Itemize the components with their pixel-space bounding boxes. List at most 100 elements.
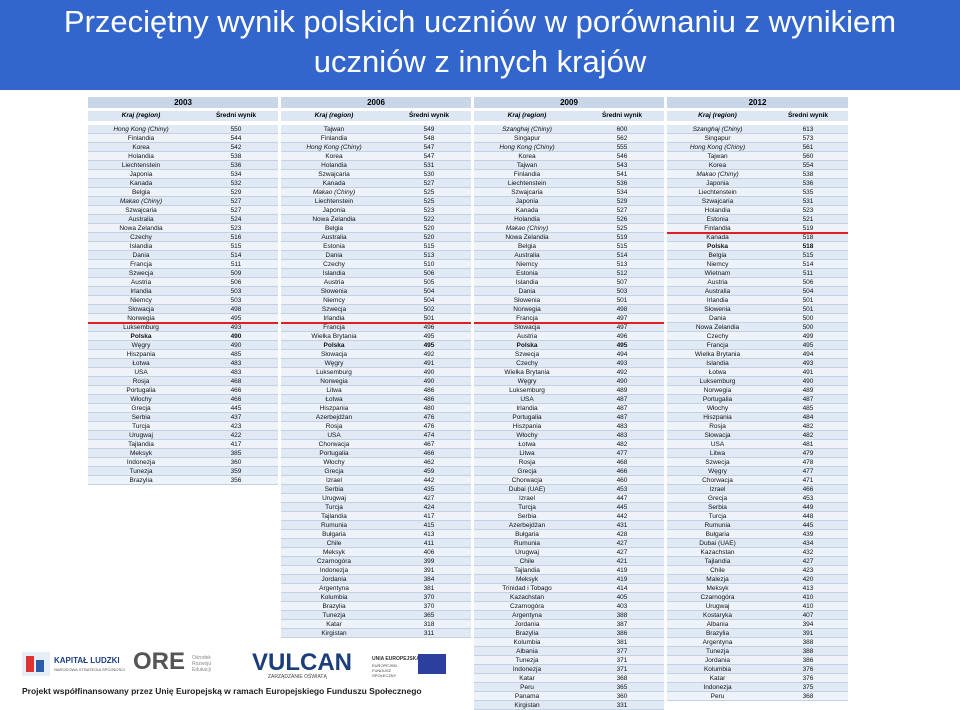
table-row: [474, 179, 664, 188]
score-cell: 531: [802, 198, 814, 205]
score-cell: 520: [423, 234, 435, 241]
score-cell: 394: [802, 621, 814, 628]
score-cell: 376: [802, 666, 814, 673]
score-cell: 493: [230, 324, 242, 331]
country-cell: Makao (Chiny): [312, 189, 356, 196]
table-row: [667, 269, 848, 278]
score-cell: 460: [616, 477, 628, 484]
table-row: [474, 566, 664, 575]
score-cell: 484: [802, 414, 814, 421]
country-cell: Kirgistan: [514, 702, 540, 709]
country-cell: Niemcy: [323, 297, 345, 304]
country-cell: Tunezja: [706, 648, 729, 655]
country-cell: Tajlandia: [128, 441, 154, 448]
table-row: [474, 494, 664, 503]
score-cell: 493: [802, 360, 814, 367]
score-cell: 448: [802, 513, 814, 520]
table-row: [667, 143, 848, 152]
table-row: [281, 485, 471, 494]
score-cell: 498: [616, 306, 628, 313]
table-row: [281, 602, 471, 611]
country-cell: Serbia: [517, 513, 537, 520]
country-cell: USA: [520, 396, 534, 403]
table-row: [667, 503, 848, 512]
table-row: [88, 395, 278, 404]
score-cell: 466: [802, 486, 814, 493]
country-cell: Urugwaj: [705, 603, 730, 610]
table-row: [474, 656, 664, 665]
rank-marker: [281, 322, 471, 324]
table-row: [667, 584, 848, 593]
score-cell: 386: [616, 630, 628, 637]
table-row: [88, 206, 278, 215]
country-cell: Serbia: [324, 486, 344, 493]
score-cell: 511: [230, 261, 242, 268]
country-cell: Dania: [518, 288, 536, 295]
score-cell: 368: [802, 693, 814, 700]
score-cell: 453: [616, 486, 628, 493]
score-cell: 419: [616, 576, 628, 583]
table-row: [88, 440, 278, 449]
score-cell: 495: [230, 315, 242, 322]
table-row: [281, 305, 471, 314]
table-row: [667, 206, 848, 215]
country-cell: Finlandia: [513, 171, 541, 178]
table-row: [667, 251, 848, 260]
country-cell: Nowa Zelandia: [505, 234, 549, 241]
country-cell: Turcja: [325, 504, 343, 511]
table-row: [474, 692, 664, 701]
table-row: [667, 314, 848, 323]
country-cell: Szwecja: [321, 306, 347, 313]
score-cell: 387: [616, 621, 628, 628]
score-cell: 504: [423, 297, 435, 304]
score-cell: 535: [802, 189, 814, 196]
score-cell: 498: [230, 306, 242, 313]
table-row: [667, 476, 848, 485]
country-cell: Austria: [516, 333, 538, 340]
score-cell: 487: [616, 405, 628, 412]
score-cell: 511: [802, 270, 814, 277]
score-cell: 481: [802, 441, 814, 448]
year-header: 2003: [88, 97, 278, 108]
score-cell: 478: [802, 459, 814, 466]
country-cell: Chile: [519, 558, 535, 565]
score-cell: 519: [802, 225, 814, 232]
column-header: Średni wynik: [194, 111, 278, 121]
country-cell: Kanada: [515, 207, 539, 214]
table-row: [281, 476, 471, 485]
table-row: [474, 224, 664, 233]
table-row: [667, 620, 848, 629]
score-cell: 494: [616, 351, 628, 358]
score-cell: 515: [616, 243, 628, 250]
table-row: [281, 404, 471, 413]
table-row: [474, 305, 664, 314]
country-cell: Węgry: [131, 342, 151, 349]
score-cell: 521: [802, 216, 814, 223]
country-cell: Kazachstan: [510, 594, 544, 601]
table-row: [667, 152, 848, 161]
table-row: [667, 683, 848, 692]
table-row: [667, 692, 848, 701]
table-row: [474, 665, 664, 674]
country-cell: Słowenia: [704, 306, 731, 313]
table-row: [474, 404, 664, 413]
table-row: [281, 395, 471, 404]
score-cell: 474: [423, 432, 435, 439]
score-cell: 482: [802, 423, 814, 430]
table-row: [667, 242, 848, 251]
country-cell: Argentyna: [319, 585, 349, 592]
table-row: [667, 530, 848, 539]
table-row: [667, 233, 848, 242]
country-cell: Singapur: [513, 135, 541, 142]
table-row: [667, 359, 848, 368]
country-cell: Albania: [516, 648, 538, 655]
table-row: [667, 575, 848, 584]
table-row: [474, 278, 664, 287]
table-row: [88, 170, 278, 179]
score-cell: 496: [423, 324, 435, 331]
table-row: [474, 233, 664, 242]
table-row: [667, 494, 848, 503]
score-cell: 417: [230, 441, 242, 448]
table-row: [88, 179, 278, 188]
logo-subtext: EUROPEJSKI FUNDUSZ SPOŁECZNY: [372, 663, 398, 678]
